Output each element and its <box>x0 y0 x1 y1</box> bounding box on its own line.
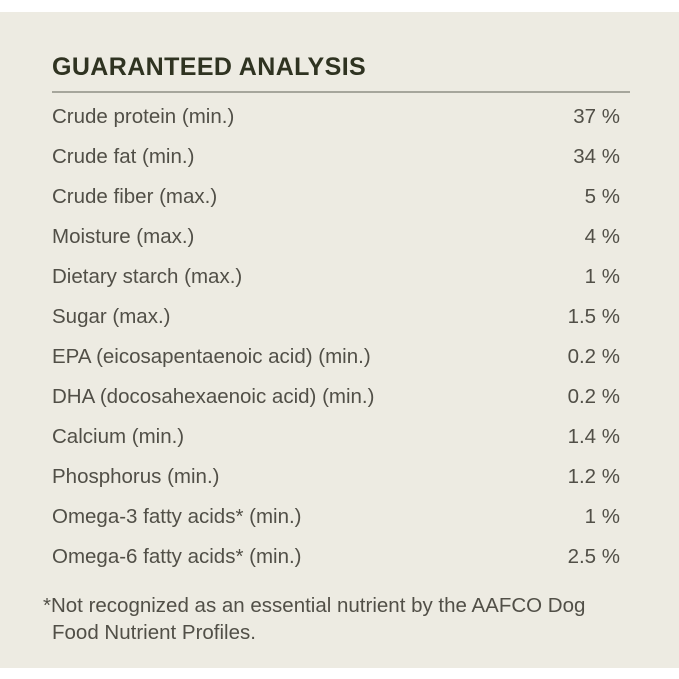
title-divider <box>52 91 630 93</box>
nutrient-value: 1.2 % <box>567 465 620 488</box>
nutrient-label: Omega-3 fatty acids* (min.) <box>52 505 302 528</box>
nutrient-label: EPA (eicosapentaenoic acid) (min.) <box>52 345 371 368</box>
nutrient-value: 0.2 % <box>567 385 620 408</box>
nutrient-label: Sugar (max.) <box>52 305 171 328</box>
analysis-row: EPA (eicosapentaenoic acid) (min.) 0.2 % <box>52 337 620 377</box>
nutrient-label: Crude fat (min.) <box>52 145 195 168</box>
footnote-line-1: *Not recognized as an essential nutrient… <box>43 594 586 617</box>
nutrient-label: Crude protein (min.) <box>52 105 235 128</box>
analysis-row: Omega-6 fatty acids* (min.) 2.5 % <box>52 537 620 577</box>
nutrient-value: 1.4 % <box>567 425 620 448</box>
analysis-row: DHA (docosahexaenoic acid) (min.) 0.2 % <box>52 377 620 417</box>
nutrient-label: Moisture (max.) <box>52 225 195 248</box>
nutrient-label: Dietary starch (max.) <box>52 265 243 288</box>
analysis-row: Calcium (min.) 1.4 % <box>52 417 620 457</box>
guaranteed-analysis-panel: GUARANTEED ANALYSIS Crude protein (min.)… <box>0 12 679 668</box>
analysis-row: Omega-3 fatty acids* (min.) 1 % <box>52 497 620 537</box>
analysis-row: Sugar (max.) 1.5 % <box>52 297 620 337</box>
nutrient-label: Phosphorus (min.) <box>52 465 220 488</box>
panel-title: GUARANTEED ANALYSIS <box>52 53 367 81</box>
nutrient-label: Calcium (min.) <box>52 425 185 448</box>
nutrient-value: 4 % <box>584 225 620 248</box>
nutrient-value: 34 % <box>573 145 620 168</box>
analysis-row: Moisture (max.) 4 % <box>52 217 620 257</box>
analysis-row: Phosphorus (min.) 1.2 % <box>52 457 620 497</box>
nutrient-value: 5 % <box>584 185 620 208</box>
analysis-row: Dietary starch (max.) 1 % <box>52 257 620 297</box>
nutrient-value: 0.2 % <box>567 345 620 368</box>
nutrient-value: 1 % <box>584 505 620 528</box>
nutrient-value: 1.5 % <box>567 305 620 328</box>
nutrient-value: 37 % <box>573 105 620 128</box>
footnote-line-2: Food Nutrient Profiles. <box>52 621 256 644</box>
analysis-row: Crude fiber (max.) 5 % <box>52 177 620 217</box>
nutrient-value: 1 % <box>584 265 620 288</box>
nutrient-label: DHA (docosahexaenoic acid) (min.) <box>52 385 375 408</box>
analysis-row: Crude fat (min.) 34 % <box>52 137 620 177</box>
nutrient-label: Omega-6 fatty acids* (min.) <box>52 545 302 568</box>
nutrient-label: Crude fiber (max.) <box>52 185 218 208</box>
analysis-row: Crude protein (min.) 37 % <box>52 97 620 137</box>
analysis-table: Crude protein (min.) 37 % Crude fat (min.)… <box>52 97 630 577</box>
nutrient-value: 2.5 % <box>567 545 620 568</box>
footnote: *Not recognized as an essential nutrient… <box>43 592 630 646</box>
